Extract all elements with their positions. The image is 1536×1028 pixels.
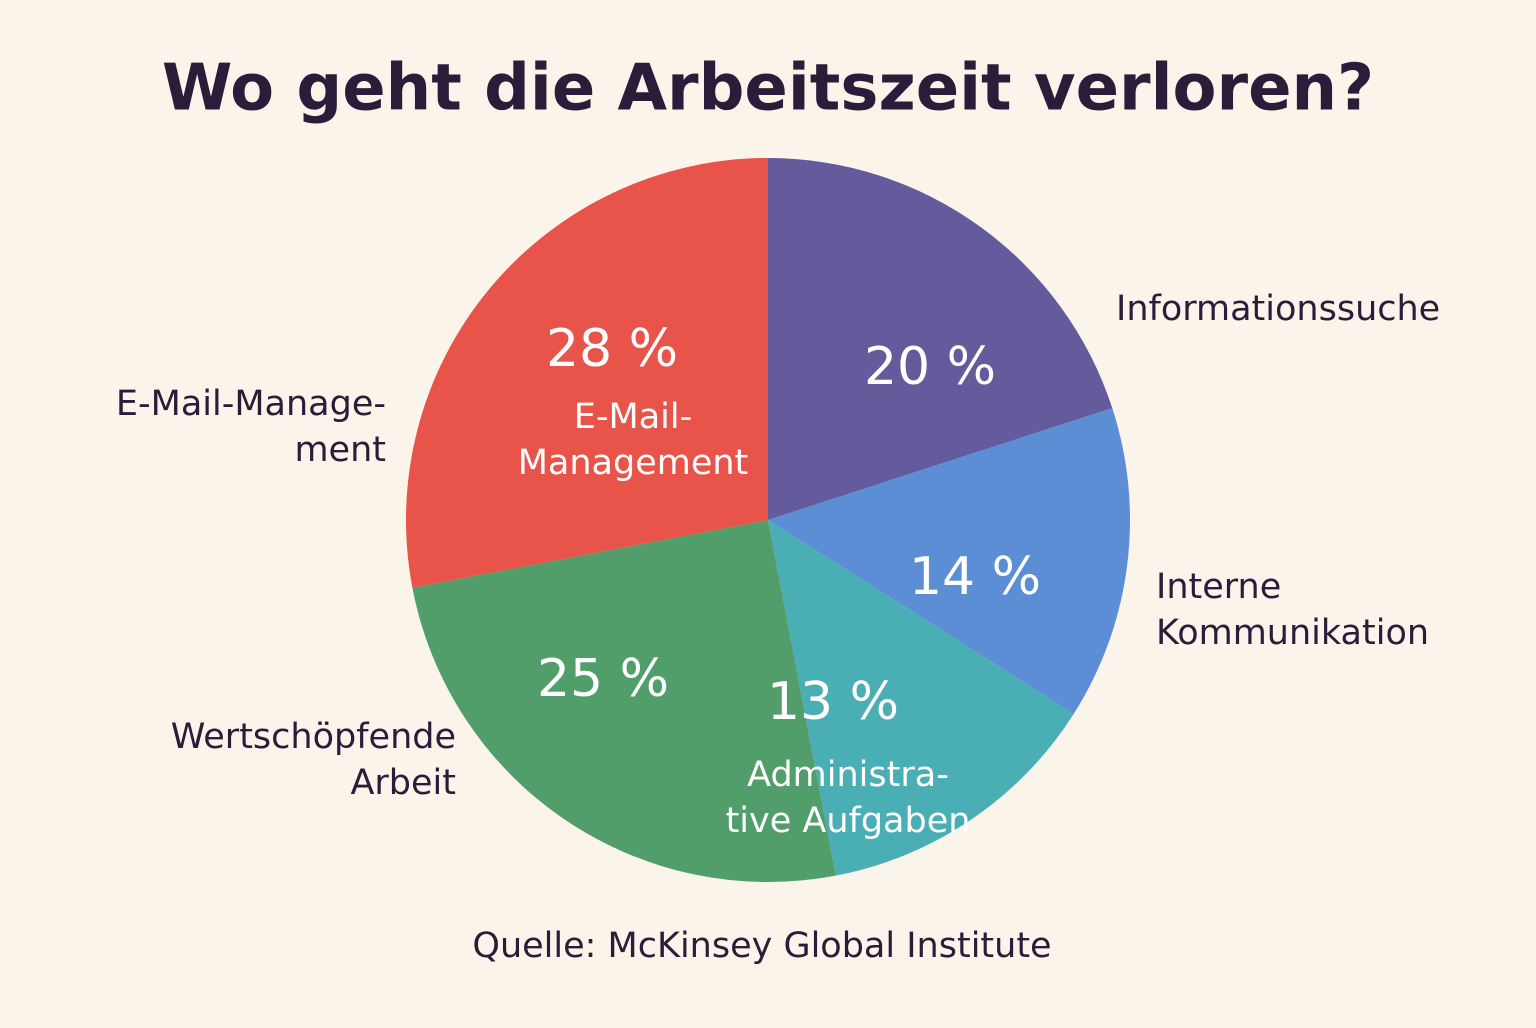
value-label: 28 % [546,319,678,379]
category-label: Interne [1156,567,1281,607]
pie-slice [412,520,836,882]
value-label: 20 % [864,337,996,397]
category-label: Arbeit [350,763,456,803]
inner-label: Management [518,443,749,483]
source: Quelle: McKinsey Global Institute [472,926,1051,966]
category-label: Wertschöpfende [171,717,456,757]
category-label: ment [294,430,386,470]
category-label: E-Mail-Manage- [116,384,386,424]
pie-slice [768,408,1131,714]
category-label: Kommunikation [1156,613,1429,653]
value-label: 14 % [909,547,1041,607]
pie-slice [406,158,768,588]
inner-label: E-Mail- [574,397,692,437]
value-label: 13 % [767,672,899,732]
chart-title: Wo geht die Arbeitszeit verloren? [162,52,1374,126]
inner-label: Administra- [747,755,949,795]
pie-slice [768,520,1074,876]
value-label: 25 % [537,649,669,709]
pie-slice [768,158,1113,520]
inner-label: tive Aufgaben [726,801,971,841]
category-label: Informationssuche [1116,289,1440,329]
